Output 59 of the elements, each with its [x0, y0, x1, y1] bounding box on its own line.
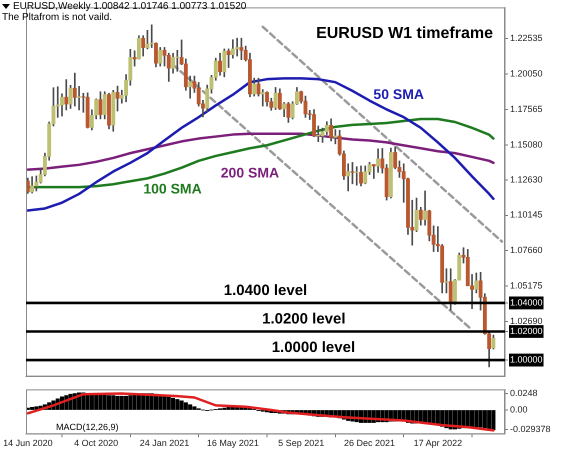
y-tick-label: 1.02690	[510, 316, 543, 326]
bar	[478, 410, 483, 428]
x-tick-label: 5 Sep 2021	[278, 438, 324, 448]
bar	[171, 398, 176, 410]
bar	[226, 407, 231, 410]
bar	[98, 394, 102, 410]
series-label: 100 SMA	[143, 180, 202, 196]
bar	[132, 394, 137, 410]
annotation: EURUSD,Weekly 1.00842 1.01746 1.00773 1.01520	[12, 1, 246, 12]
y-tick-label: 1.07660	[510, 245, 543, 256]
y-tick-label: 1.20050	[510, 68, 543, 78]
bar	[30, 407, 34, 410]
bar	[102, 394, 107, 410]
bar	[124, 396, 128, 410]
bar	[106, 395, 112, 410]
y-tick-label: 1.04000	[510, 297, 543, 308]
y-tick-label: 1.10145	[510, 210, 543, 220]
bar	[184, 402, 188, 410]
candlestick	[116, 86, 120, 112]
x-tick-label: 17 Apr 2022	[414, 438, 462, 448]
ref-line-label: 1.0200 level	[262, 310, 346, 328]
y-tick-label: 1.00000	[510, 354, 543, 365]
bar	[90, 394, 94, 410]
bar	[94, 394, 98, 410]
bar	[482, 410, 487, 428]
y-tick-label: 1.17565	[510, 104, 543, 114]
y-tick-label: 0.00	[510, 404, 528, 414]
y-tick-label: 1.12630	[510, 174, 543, 184]
bar	[120, 396, 124, 410]
y-tick-label: -0.029378	[510, 424, 551, 434]
bar	[192, 406, 196, 410]
bar	[136, 394, 141, 410]
x-tick-label: 24 Jan 2021	[140, 438, 190, 448]
bar	[491, 410, 496, 430]
x-tick-label: 16 May 2021	[206, 438, 259, 448]
ref-line-label: 1.0400 level	[224, 282, 308, 299]
bar	[474, 410, 478, 428]
y-tick-label: 1.02000	[510, 326, 543, 336]
annotation: MACD(12,26,9)	[56, 422, 119, 432]
text: EURUSD W1 timeframe	[316, 24, 494, 42]
y-tick-label: 1.22535	[510, 32, 543, 43]
bar	[166, 396, 171, 410]
bar	[188, 404, 192, 410]
bar	[175, 399, 180, 410]
y-tick-label: 1.15080	[510, 139, 543, 150]
text: 200 SMA	[220, 164, 280, 181]
candlestick	[444, 268, 448, 294]
x-tick-label: 14 Jun 2020	[3, 438, 53, 448]
annotation: The Pltafrom is not vaild.	[2, 12, 114, 23]
bar	[180, 400, 184, 410]
ref-line-label: 1.0000 level	[272, 339, 356, 356]
bar	[128, 395, 132, 410]
x-tick-label: 26 Dec 2021	[344, 438, 396, 448]
y-tick-label: 0.0248	[510, 388, 538, 398]
y-tick-label: 1.05175	[510, 280, 543, 291]
series-label: 50 SMA	[373, 86, 424, 102]
bar	[487, 410, 492, 430]
bar	[111, 395, 116, 410]
x-tick-label: 4 Oct 2020	[74, 438, 118, 448]
